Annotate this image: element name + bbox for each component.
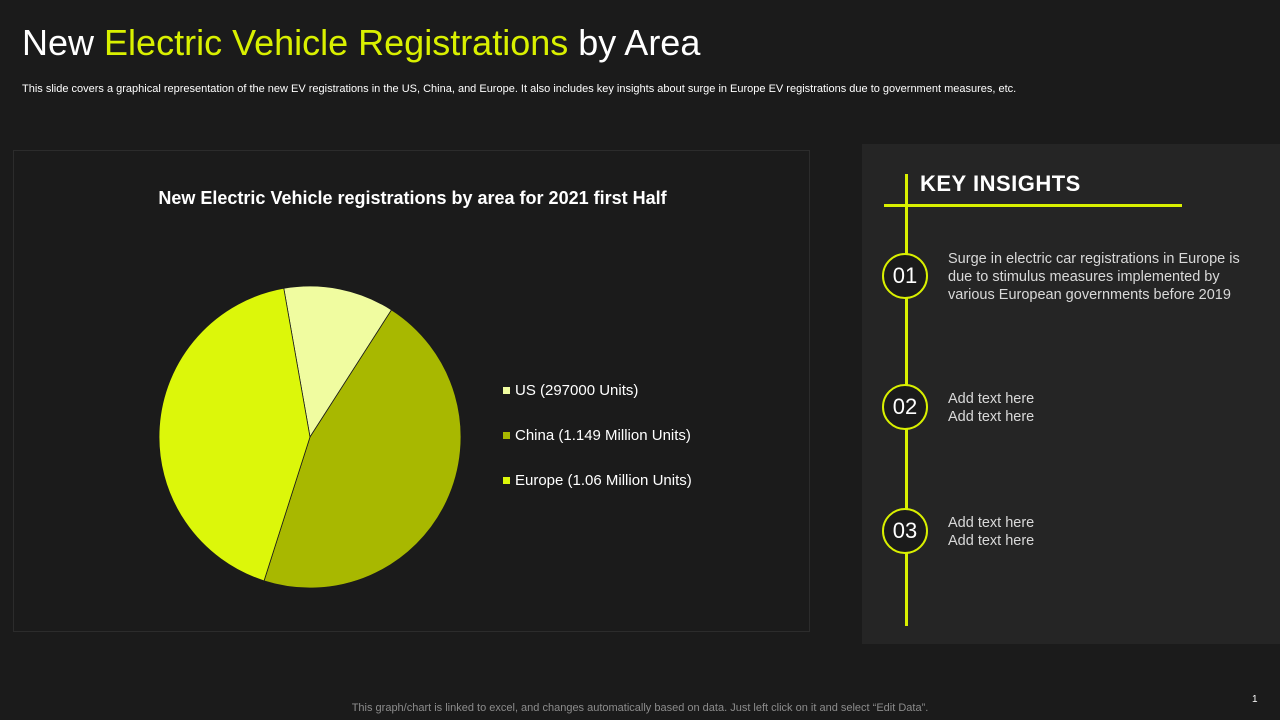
- step-number-3: 03: [882, 508, 928, 554]
- legend-swatch-us: [503, 387, 510, 394]
- legend-swatch-europe: [503, 477, 510, 484]
- insight-3-line-1: Add text here: [948, 515, 1035, 531]
- legend-label-europe: Europe (1.06 Million Units): [515, 472, 692, 489]
- insight-2-line-2: Add text here: [948, 409, 1035, 425]
- legend-item-china: China (1.149 Million Units): [503, 413, 692, 458]
- legend-label-china: China (1.149 Million Units): [515, 427, 691, 444]
- slide-title: New Electric Vehicle Registrations by Ar…: [22, 22, 700, 64]
- pie-chart[interactable]: [14, 151, 811, 633]
- page-number: 1: [1252, 694, 1258, 705]
- legend-label-us: US (297000 Units): [515, 382, 639, 399]
- insight-2-line-1: Add text here: [948, 391, 1035, 407]
- step-number-2: 02: [882, 384, 928, 430]
- pie-slice-china[interactable]: [263, 309, 462, 589]
- legend-item-us: US (297000 Units): [503, 368, 692, 413]
- chart-legend: US (297000 Units) China (1.149 Million U…: [503, 368, 692, 503]
- title-part-1: New: [22, 22, 95, 63]
- chart-panel[interactable]: New Electric Vehicle registrations by ar…: [13, 150, 810, 632]
- key-insights-title: KEY INSIGHTS: [920, 171, 1081, 196]
- key-insights-panel: KEY INSIGHTS 01 Surge in electric car re…: [862, 144, 1280, 644]
- insight-text-3[interactable]: Add text here Add text here: [948, 514, 1258, 550]
- title-part-2: by Area: [578, 22, 701, 63]
- legend-item-europe: Europe (1.06 Million Units): [503, 458, 692, 503]
- pie-slice-europe[interactable]: [158, 287, 311, 582]
- insight-1-line-2: due to stimulus measures implemented by: [948, 269, 1220, 285]
- chart-title: New Electric Vehicle registrations by ar…: [158, 188, 667, 208]
- slide-subtitle: This slide covers a graphical representa…: [22, 83, 1017, 95]
- step-number-1: 01: [882, 253, 928, 299]
- insight-3-line-2: Add text here: [948, 533, 1035, 549]
- insight-text-2[interactable]: Add text here Add text here: [948, 390, 1258, 426]
- key-insights-underline: [884, 204, 1182, 207]
- insight-1-line-3: various European governments before 2019: [948, 287, 1231, 303]
- footer-note: This graph/chart is linked to excel, and…: [351, 702, 929, 714]
- title-accent: Electric Vehicle Registrations: [104, 22, 569, 63]
- insight-1-line-1: Surge in electric car registrations in E…: [948, 251, 1240, 267]
- pie-slice-us[interactable]: [283, 285, 393, 439]
- legend-swatch-china: [503, 432, 510, 439]
- insight-text-1[interactable]: Surge in electric car registrations in E…: [948, 250, 1258, 304]
